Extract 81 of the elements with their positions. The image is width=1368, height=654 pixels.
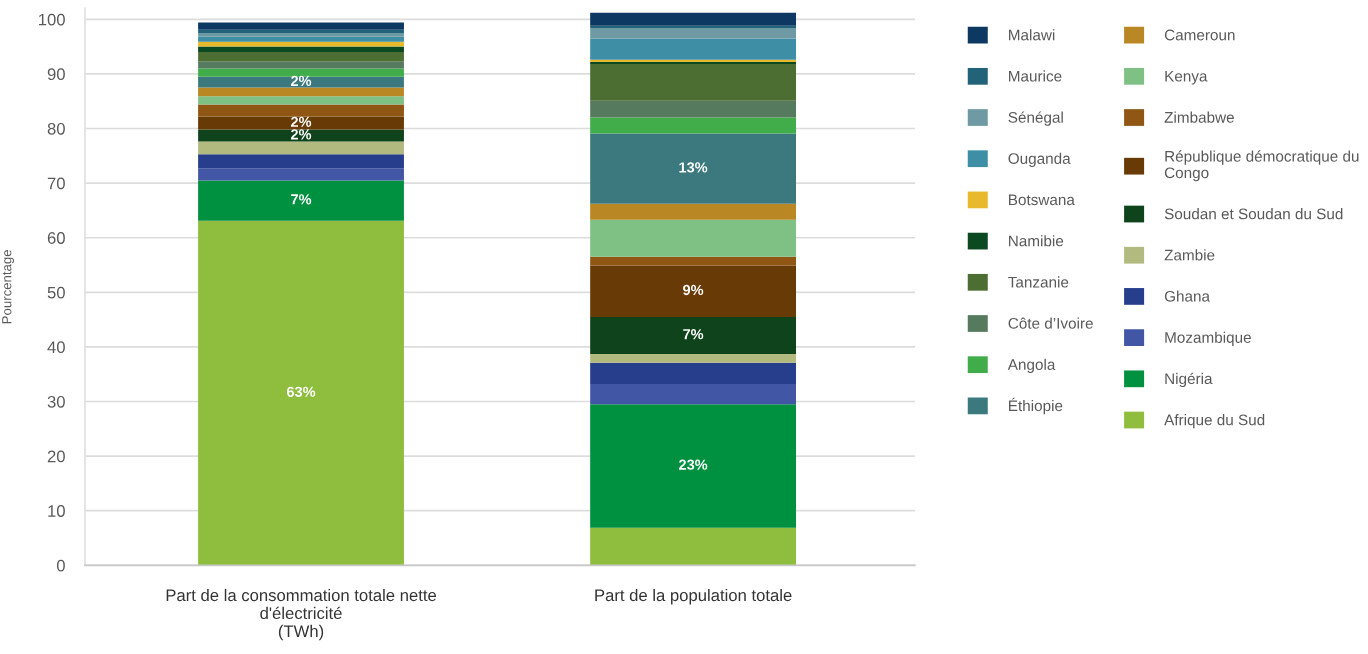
bar — [198, 22, 404, 30]
y-tick-label: 20 — [47, 450, 65, 463]
legend-label: Zambie — [1164, 249, 1215, 261]
legend-label: Ghana — [1164, 290, 1210, 302]
legend-label: Zimbabwe — [1164, 111, 1234, 123]
data-label: 7% — [291, 194, 312, 205]
legend-label: Malawi — [1009, 29, 1055, 41]
data-label: 2% — [290, 75, 312, 86]
bar — [590, 219, 797, 257]
bar — [198, 41, 404, 47]
bar — [590, 133, 797, 204]
bar — [198, 33, 404, 37]
bar — [590, 362, 797, 385]
bar — [198, 46, 404, 53]
legend-label: Namibie — [1009, 235, 1064, 247]
bar — [198, 61, 404, 69]
bar — [590, 354, 797, 363]
y-tick-label: 40 — [47, 341, 65, 354]
x-tick-label: Part de la population totale — [595, 588, 792, 605]
bar — [590, 64, 797, 101]
y-tick-label: 60 — [47, 232, 65, 244]
legend-label: Éthiopie — [1009, 397, 1063, 415]
legend-label: Côte d’Ivoire — [1008, 317, 1093, 329]
legend-label: Afrique du Sud — [1164, 414, 1265, 429]
legend-label: Nigéria — [1165, 372, 1213, 388]
bar — [198, 104, 404, 117]
bar — [590, 100, 797, 118]
y-tick-label: 70 — [47, 177, 65, 190]
bar — [198, 168, 404, 181]
bar — [590, 404, 797, 528]
legend-label: Sénégal — [1008, 111, 1063, 126]
bar — [590, 527, 797, 566]
legend-label: Maurice — [1009, 70, 1062, 82]
bar — [198, 36, 404, 42]
y-tick-label: 100 — [39, 13, 65, 26]
legend-label: République démocratique du Congo — [1164, 150, 1359, 182]
bar — [198, 76, 404, 88]
bar — [590, 28, 797, 39]
data-label: 9% — [683, 284, 704, 296]
bar — [198, 116, 404, 130]
bar — [198, 129, 404, 142]
bar — [590, 203, 797, 220]
bar — [590, 384, 797, 405]
legend-label: Botswana — [1009, 194, 1075, 206]
x-tick-label: Part de la consommation totale nette d'électricité (TWh) — [166, 588, 437, 641]
legend-label: Cameroun — [1164, 29, 1235, 41]
bar — [590, 117, 797, 134]
bar — [198, 29, 404, 34]
legend-label: Tanzanie — [1008, 276, 1069, 288]
legend-label: Soudan et Soudan du Sud — [1164, 208, 1343, 220]
bar — [198, 141, 404, 155]
bar — [590, 25, 797, 29]
y-tick-label: 50 — [47, 286, 65, 299]
data-label: 2% — [290, 129, 312, 140]
bar — [198, 52, 404, 62]
bar — [590, 265, 797, 317]
legend-label: Mozambique — [1165, 331, 1251, 346]
data-label: 23% — [679, 459, 708, 470]
y-axis-title: Pourcentage — [2, 250, 15, 324]
bar — [198, 220, 404, 566]
y-tick-label: 0 — [56, 559, 65, 572]
bar — [590, 256, 797, 266]
data-label: 13% — [679, 162, 708, 173]
bar — [198, 154, 404, 169]
y-tick-label: 80 — [47, 122, 65, 135]
data-label: 63% — [286, 386, 316, 397]
legend-label: Angola — [1007, 358, 1056, 373]
data-label: 2% — [290, 116, 312, 127]
legend-label: Ouganda — [1008, 152, 1071, 167]
y-tick-label: 30 — [47, 395, 65, 408]
bar — [198, 96, 404, 105]
bar — [198, 87, 404, 97]
bar — [198, 68, 404, 77]
bar — [590, 12, 797, 26]
bar — [198, 180, 404, 221]
bar — [590, 316, 797, 355]
y-tick-label: 10 — [48, 505, 65, 517]
legend-label: Kenya — [1165, 70, 1208, 85]
data-label: 7% — [683, 329, 704, 340]
bar — [590, 38, 797, 60]
y-tick-label: 90 — [47, 68, 65, 81]
